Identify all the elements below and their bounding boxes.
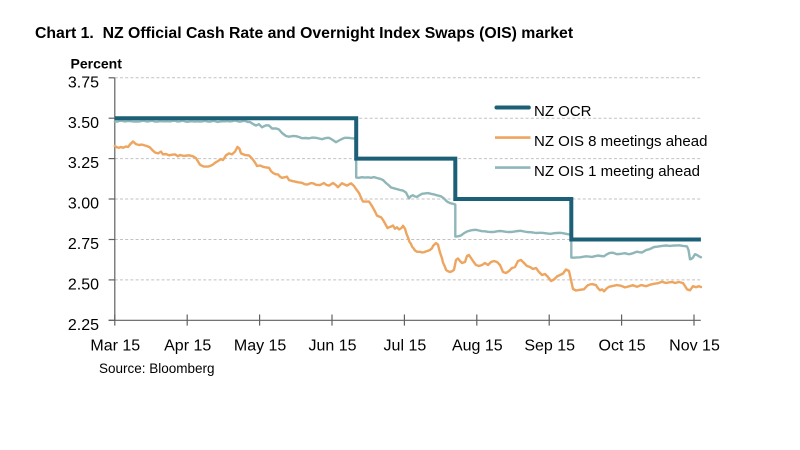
- svg-text:2.50: 2.50: [68, 277, 99, 294]
- svg-text:NZ OCR: NZ OCR: [534, 103, 592, 120]
- svg-text:3.00: 3.00: [68, 196, 99, 213]
- svg-text:NZ OIS 8 meetings ahead: NZ OIS 8 meetings ahead: [534, 133, 707, 150]
- svg-text:2.75: 2.75: [68, 236, 99, 253]
- svg-text:Aug 15: Aug 15: [452, 337, 503, 354]
- svg-text:Sep 15: Sep 15: [524, 337, 575, 354]
- svg-text:2.25: 2.25: [68, 317, 99, 334]
- svg-text:3.50: 3.50: [68, 115, 99, 132]
- svg-text:Apr 15: Apr 15: [164, 337, 211, 354]
- svg-text:3.25: 3.25: [68, 155, 99, 172]
- svg-text:Source: Bloomberg: Source: Bloomberg: [99, 361, 215, 376]
- svg-text:Oct 15: Oct 15: [599, 337, 646, 354]
- svg-text:Percent: Percent: [71, 56, 123, 72]
- svg-text:Jul 15: Jul 15: [384, 337, 427, 354]
- svg-text:NZ OIS 1 meeting ahead: NZ OIS 1 meeting ahead: [534, 163, 700, 180]
- svg-text:Chart 1. NZ Official Cash Rat: Chart 1. NZ Official Cash Rate and Overn…: [35, 25, 574, 42]
- svg-text:Jun 15: Jun 15: [308, 337, 356, 354]
- svg-text:May 15: May 15: [234, 337, 287, 354]
- svg-text:Mar 15: Mar 15: [90, 337, 140, 354]
- svg-text:3.75: 3.75: [68, 74, 99, 91]
- svg-text:Nov 15: Nov 15: [669, 337, 720, 354]
